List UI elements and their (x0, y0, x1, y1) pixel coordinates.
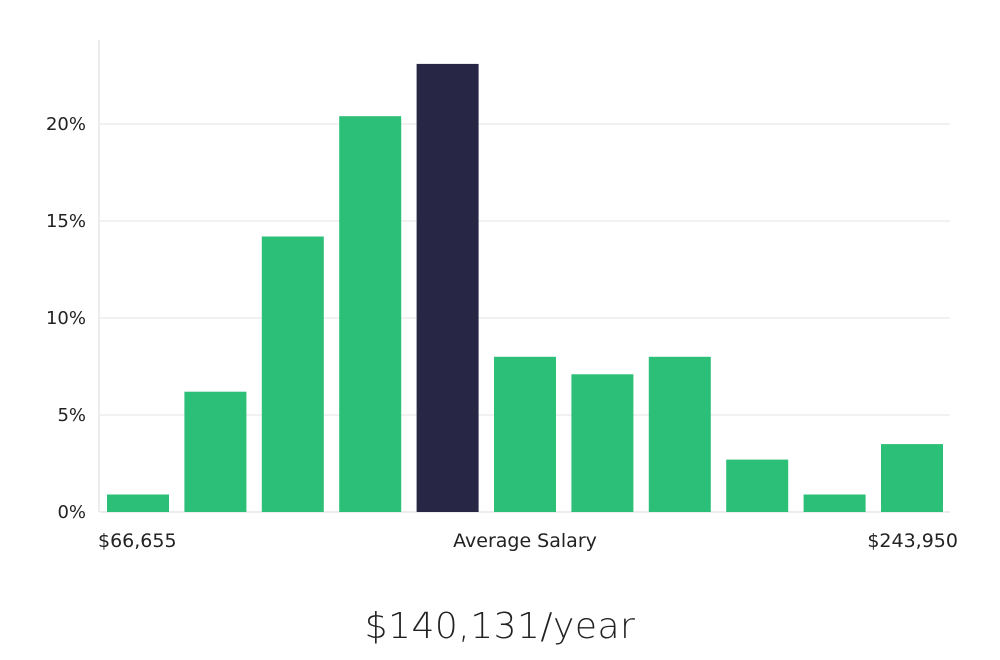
y-tick-labels: 0% 5% 10% 15% 20% (46, 114, 86, 523)
bar-average-highlight (416, 63, 479, 513)
x-max-label: $243,950 (867, 530, 958, 552)
bar (107, 494, 169, 512)
salary-histogram: 0% 5% 10% 15% 20% $66,655 Average Salary $24… (46, 40, 958, 552)
bar (803, 494, 866, 512)
bar (339, 116, 402, 512)
y-tick-label: 10% (46, 308, 86, 329)
bar (881, 444, 943, 512)
bars (107, 63, 943, 513)
y-tick-label: 5% (57, 405, 86, 426)
average-salary-headline: $140,131/year (364, 606, 636, 647)
bar (184, 391, 247, 512)
x-center-label: Average Salary (453, 530, 597, 552)
bar (648, 356, 711, 512)
x-min-label: $66,655 (98, 530, 177, 552)
bar (571, 374, 634, 512)
y-tick-label: 15% (46, 211, 86, 232)
y-tick-label: 20% (46, 114, 86, 135)
bar (494, 356, 556, 512)
bar (726, 459, 789, 512)
bar (261, 236, 324, 512)
y-tick-label: 0% (57, 502, 86, 523)
